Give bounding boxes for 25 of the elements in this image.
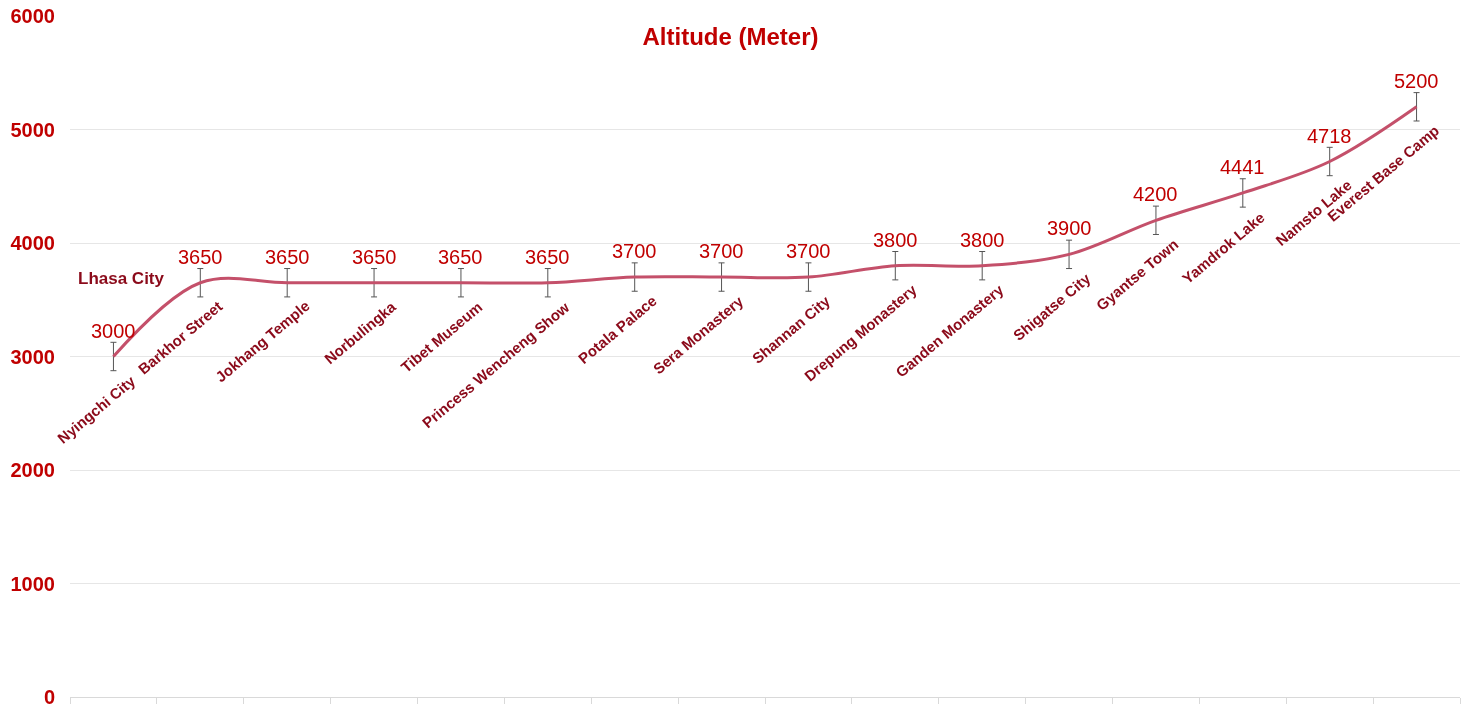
annotation: Lhasa City (78, 269, 165, 288)
y-tick-label: 6000 (10, 5, 55, 27)
data-label: 3000 (91, 320, 136, 342)
data-label: 3650 (352, 246, 397, 268)
data-label: 3650 (438, 246, 483, 268)
data-label: 3800 (960, 229, 1005, 251)
y-tick-label: 4000 (10, 232, 55, 254)
y-tick-label: 5000 (10, 118, 55, 141)
data-label: 3650 (525, 246, 570, 268)
data-label: 4441 (1220, 156, 1265, 178)
y-tick-label: 1000 (10, 572, 55, 595)
data-label: 4718 (1307, 125, 1352, 147)
data-label: 3650 (265, 246, 310, 268)
data-label: 4200 (1133, 183, 1178, 205)
data-label: 3700 (612, 240, 657, 262)
y-tick-label: 0 (43, 686, 55, 708)
data-label: 3700 (699, 240, 744, 262)
y-tick-label: 3000 (10, 345, 55, 368)
chart-title: Altitude (Meter) (642, 23, 819, 51)
data-label: 3900 (1047, 217, 1092, 239)
data-label: 3800 (873, 229, 918, 251)
data-label: 3650 (178, 246, 223, 268)
data-label: 5200 (1394, 70, 1439, 92)
data-label: 3700 (786, 240, 831, 262)
y-tick-label: 2000 (10, 459, 55, 481)
